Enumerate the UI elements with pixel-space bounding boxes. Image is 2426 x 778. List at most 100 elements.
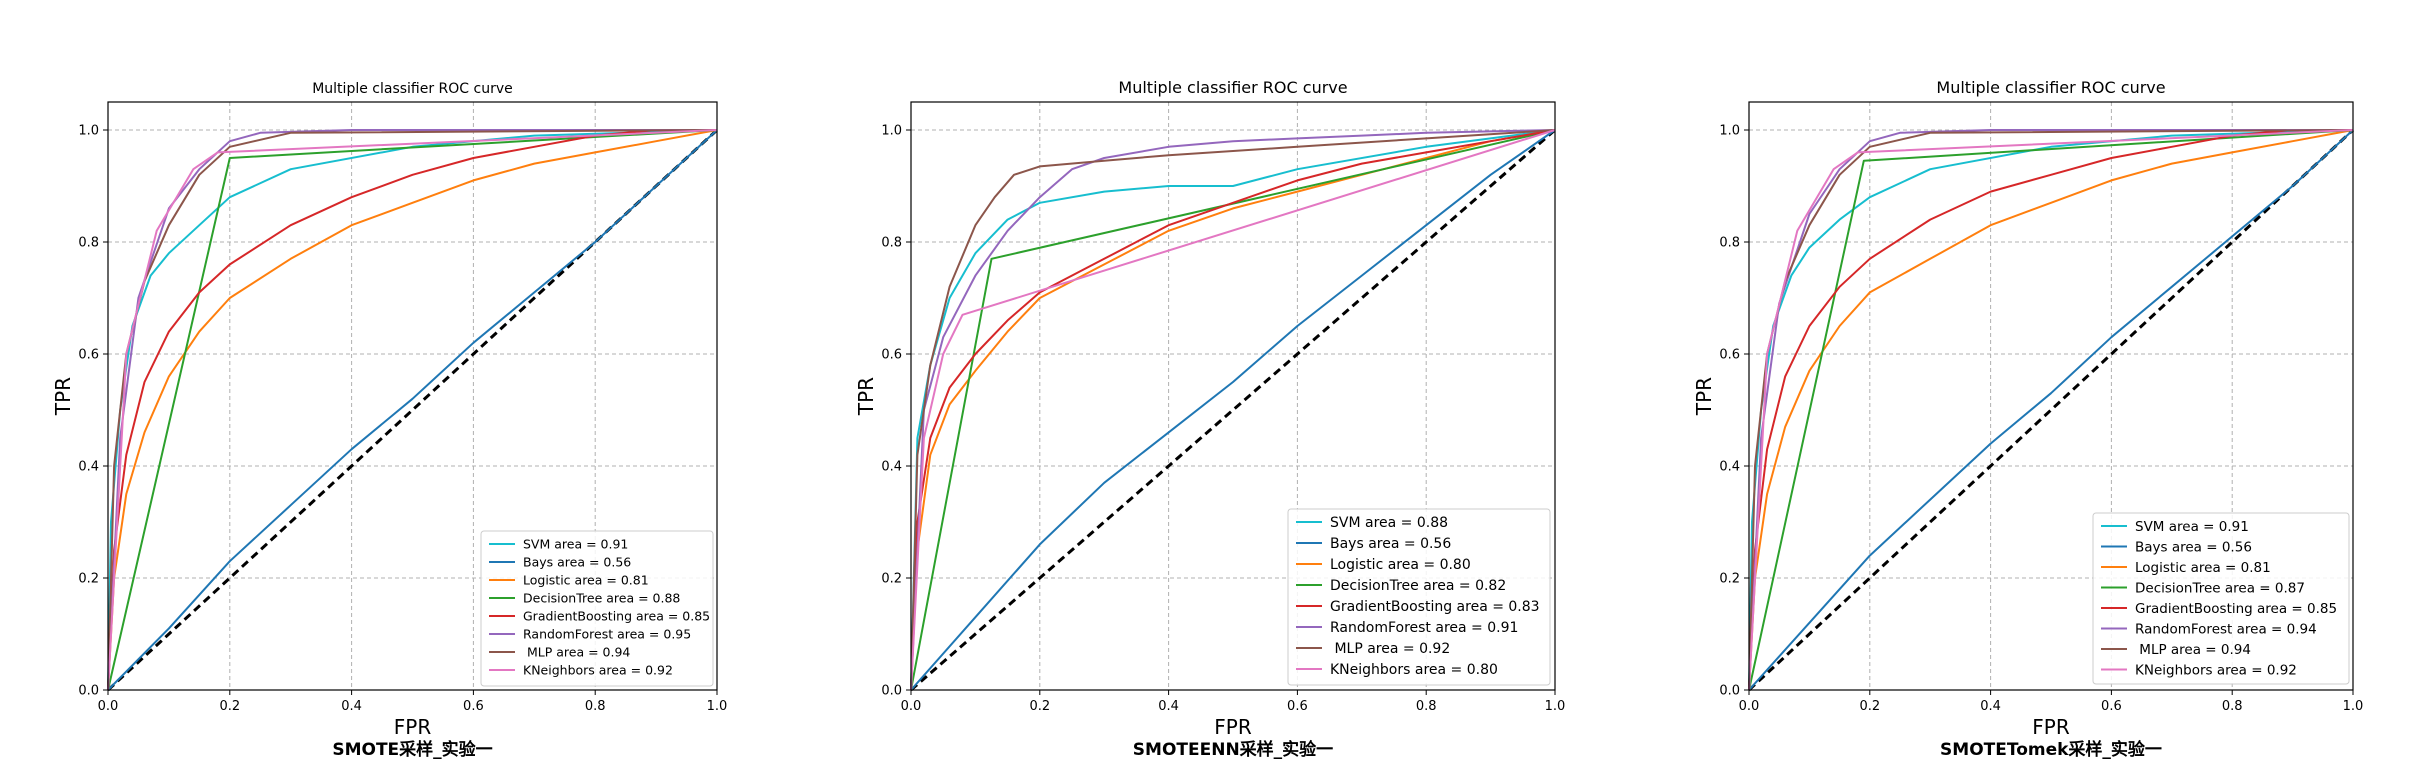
x-tick-label: 0.8 xyxy=(1416,699,1437,714)
legend-label-mlp: MLP area = 0.92 xyxy=(1330,641,1450,657)
y-tick-label: 1.0 xyxy=(78,124,99,139)
x-tick-label: 0.8 xyxy=(2222,699,2243,714)
legend-label-randomforest: RandomForest area = 0.95 xyxy=(523,627,691,642)
legend-box xyxy=(1287,508,1551,686)
y-tick-label: 1.0 xyxy=(1719,124,1740,139)
y-tick-label: 0.8 xyxy=(881,236,902,251)
x-tick-label: 0.2 xyxy=(219,699,240,714)
y-tick-label: 0.4 xyxy=(78,460,99,475)
roc-series-gradientboosting xyxy=(1748,129,2353,691)
roc-series-logistic xyxy=(1748,129,2354,691)
roc-series-kneighbors xyxy=(1748,129,2354,691)
legend-label-logistic: Logistic area = 0.81 xyxy=(2135,560,2271,576)
x-tick-label: 0.4 xyxy=(341,699,362,714)
y-axis-label: TPR xyxy=(854,377,878,416)
x-tick-label: 0.8 xyxy=(585,699,606,714)
y-axis-label: TPR xyxy=(1692,377,1716,416)
x-tick-label: 0.6 xyxy=(463,699,484,714)
x-tick-label: 0.0 xyxy=(901,699,922,714)
x-tick-label: 0.4 xyxy=(1980,699,2001,714)
chart-caption: SMOTETomek采样_实验一 xyxy=(1940,739,2162,760)
legend-label-gradientboosting: GradientBoosting area = 0.85 xyxy=(2135,601,2337,617)
roc-series-kneighbors xyxy=(910,129,1556,691)
roc-series-randomforest xyxy=(910,129,1556,691)
x-tick-label: 0.4 xyxy=(1158,699,1179,714)
x-axis-label: FPR xyxy=(1214,715,1252,739)
roc-series-mlp xyxy=(107,129,718,691)
legend-label-kneighbors: KNeighbors area = 0.92 xyxy=(2135,662,2297,678)
x-axis-label: FPR xyxy=(2032,715,2070,739)
x-tick-label: 0.2 xyxy=(1859,699,1880,714)
y-tick-label: 0.0 xyxy=(1719,684,1740,699)
legend-label-bays: Bays area = 0.56 xyxy=(2135,539,2252,555)
x-tick-label: 1.0 xyxy=(707,699,728,714)
roc-series-kneighbors xyxy=(107,129,718,691)
legend-label-logistic: Logistic area = 0.81 xyxy=(523,573,649,588)
roc-series-gradientboosting xyxy=(107,129,717,691)
roc-chart-3: 0.00.0 0.2 0.2 0.4 0.4 0.6 0.6 0.8 0.8 1.0 1.0 Mult… xyxy=(1692,78,2363,760)
legend: SVM area = 0.91 Bays area = 0.56 Logistic … xyxy=(480,530,714,687)
roc-series-mlp xyxy=(910,129,1556,691)
roc-series-decisiontree xyxy=(910,129,1556,691)
legend-label-mlp: MLP area = 0.94 xyxy=(523,645,630,660)
x-tick-label: 0.0 xyxy=(1739,699,1760,714)
y-tick-label: 0.2 xyxy=(1719,572,1740,587)
roc-series-decisiontree xyxy=(1748,129,2354,691)
y-tick-label: 0.0 xyxy=(881,684,902,699)
y-tick-label: 0.0 xyxy=(78,684,99,699)
roc-series-randomforest xyxy=(1748,129,2353,691)
roc-chart-1: 0.00.0 0.2 0.2 0.4 0.4 0.6 0.6 0.8 0.8 1.0 1.0 Mult… xyxy=(51,81,727,760)
legend-label-decisiontree: DecisionTree area = 0.82 xyxy=(1330,578,1506,594)
axes-frame xyxy=(910,101,1556,691)
roc-series-randomforest xyxy=(107,129,717,691)
x-axis-label: FPR xyxy=(394,715,432,739)
legend-label-svm: SVM area = 0.91 xyxy=(2135,519,2249,535)
chart-title: Multiple classifier ROC curve xyxy=(312,81,513,97)
y-axis-label: TPR xyxy=(51,377,75,416)
legend-label-decisiontree: DecisionTree area = 0.87 xyxy=(2135,580,2305,596)
axes-frame xyxy=(1748,101,2354,691)
legend-label-logistic: Logistic area = 0.80 xyxy=(1330,557,1471,573)
legend-label-gradientboosting: GradientBoosting area = 0.85 xyxy=(523,609,710,624)
chart-caption: SMOTE采样_实验一 xyxy=(332,739,492,760)
y-tick-label: 0.8 xyxy=(78,236,99,251)
y-tick-label: 0.4 xyxy=(1719,460,1740,475)
roc-series-mlp xyxy=(1748,129,2354,691)
x-tick-label: 0.2 xyxy=(1029,699,1050,714)
y-tick-label: 0.6 xyxy=(881,348,902,363)
legend-label-decisiontree: DecisionTree area = 0.88 xyxy=(523,591,680,606)
legend-label-mlp: MLP area = 0.94 xyxy=(2135,642,2251,658)
legend-label-svm: SVM area = 0.91 xyxy=(523,537,628,552)
legend: SVM area = 0.91 Bays area = 0.56 Logistic … xyxy=(2092,512,2350,685)
diagonal-reference-line xyxy=(1747,128,2355,692)
x-tick-label: 1.0 xyxy=(2343,699,2364,714)
roc-series-decisiontree xyxy=(107,129,718,691)
roc-chart-2: 0.00.0 0.2 0.2 0.4 0.4 0.6 0.6 0.8 0.8 1.0 1.0 Mult… xyxy=(854,78,1565,760)
chart-title: Multiple classifier ROC curve xyxy=(1118,78,1347,97)
legend-label-kneighbors: KNeighbors area = 0.80 xyxy=(1330,662,1498,678)
legend-label-svm: SVM area = 0.88 xyxy=(1330,515,1448,531)
legend-box xyxy=(480,530,714,687)
x-tick-label: 0.0 xyxy=(98,699,119,714)
y-tick-label: 0.2 xyxy=(78,572,99,587)
x-tick-label: 0.6 xyxy=(1287,699,1308,714)
y-tick-label: 0.6 xyxy=(78,348,99,363)
legend-box xyxy=(2092,512,2350,685)
y-tick-label: 1.0 xyxy=(881,124,902,139)
legend-label-kneighbors: KNeighbors area = 0.92 xyxy=(523,663,673,678)
legend-label-randomforest: RandomForest area = 0.91 xyxy=(1330,620,1518,636)
roc-series-logistic xyxy=(107,129,718,691)
x-tick-label: 0.6 xyxy=(2101,699,2122,714)
legend-label-gradientboosting: GradientBoosting area = 0.83 xyxy=(1330,599,1540,615)
x-tick-label: 1.0 xyxy=(1545,699,1566,714)
y-tick-label: 0.8 xyxy=(1719,236,1740,251)
legend-label-randomforest: RandomForest area = 0.94 xyxy=(2135,621,2317,637)
roc-series-bays xyxy=(910,129,1556,691)
legend-label-bays: Bays area = 0.56 xyxy=(1330,536,1451,552)
roc-series-bays xyxy=(1748,129,2354,691)
chart-caption: SMOTEENN采样_实验一 xyxy=(1133,739,1333,760)
roc-series-gradientboosting xyxy=(910,129,1556,691)
y-tick-label: 0.4 xyxy=(881,460,902,475)
axes-frame xyxy=(107,101,718,691)
